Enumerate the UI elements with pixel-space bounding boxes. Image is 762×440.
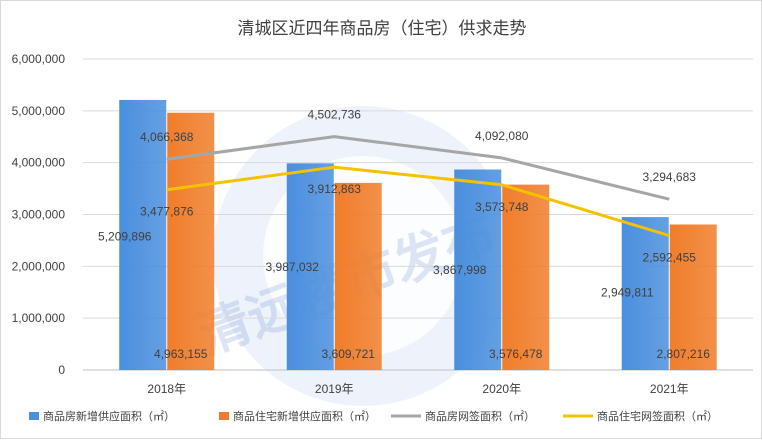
chart-title: 清城区近四年商品房（住宅）供求走势 (238, 19, 527, 39)
y-tick-label: 4,000,000 (12, 156, 66, 170)
line-label-0-3: 3,294,683 (643, 170, 697, 184)
line-label-1-2: 3,573,748 (475, 200, 529, 214)
line-label-0-2: 4,092,080 (475, 129, 529, 143)
bar-label-1-3: 2,807,216 (657, 347, 711, 361)
x-tick-label: 2018年 (147, 382, 186, 396)
y-tick-label: 6,000,000 (12, 52, 66, 66)
legend-swatch-0 (29, 412, 39, 420)
legend-label-1: 商品住宅新增供应面积（㎡） (233, 409, 376, 423)
legend: 商品房新增供应面积（㎡） 商品住宅新增供应面积（㎡） 商品房网签面积（㎡） 商品住宅网… (29, 409, 718, 423)
x-tick-label: 2019年 (315, 382, 354, 396)
y-tick-label: 3,000,000 (12, 208, 66, 222)
line-label-0-0: 4,066,368 (140, 130, 194, 144)
line-label-1-0: 3,477,876 (140, 205, 194, 219)
bar-label-1-2: 3,576,478 (489, 347, 543, 361)
legend-label-3: 商品住宅网签面积（㎡） (597, 409, 718, 423)
bar-1-1 (335, 183, 382, 370)
legend-label-0: 商品房新增供应面积（㎡） (43, 409, 175, 423)
bar-label-1-1: 3,609,721 (322, 347, 376, 361)
bar-label-0-3: 2,949,811 (601, 286, 654, 300)
legend-label-2: 商品房网签面积（㎡） (425, 409, 535, 423)
line-label-1-1: 3,912,863 (308, 182, 362, 196)
y-tick-label: 5,000,000 (12, 104, 66, 118)
y-tick-label: 0 (58, 363, 65, 377)
line-label-0-1: 4,502,736 (308, 108, 362, 122)
bar-1-0 (167, 113, 214, 370)
bar-label-0-1: 3,987,032 (266, 260, 320, 274)
line-label-1-3: 2,592,455 (643, 251, 697, 265)
bar-label-0-0: 5,209,896 (98, 229, 152, 243)
y-tick-label: 1,000,000 (12, 311, 66, 325)
x-tick-label: 2021年 (650, 382, 689, 396)
y-tick-label: 2,000,000 (12, 259, 66, 273)
y-axis: 0 1,000,000 2,000,000 3,000,000 4,000,000 5,0… (12, 52, 66, 377)
bar-label-0-2: 3,867,998 (433, 263, 487, 277)
x-tick-label: 2020年 (482, 382, 521, 396)
bar-label-1-0: 4,963,155 (154, 347, 208, 361)
legend-swatch-1 (219, 412, 229, 420)
